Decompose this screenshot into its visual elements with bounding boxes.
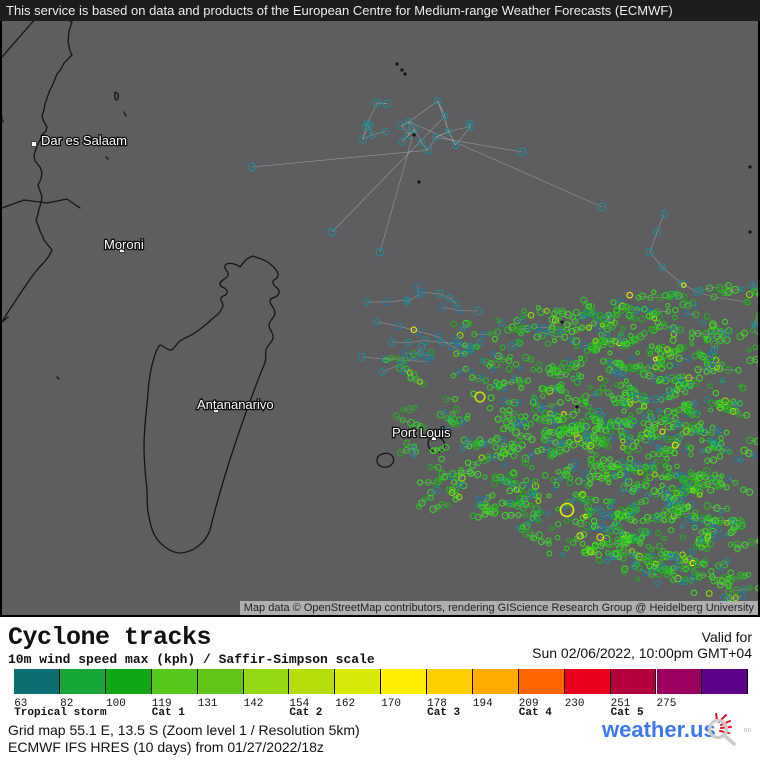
svg-text:weather.us: weather.us [602, 717, 716, 742]
svg-text:tm: tm [744, 727, 751, 734]
